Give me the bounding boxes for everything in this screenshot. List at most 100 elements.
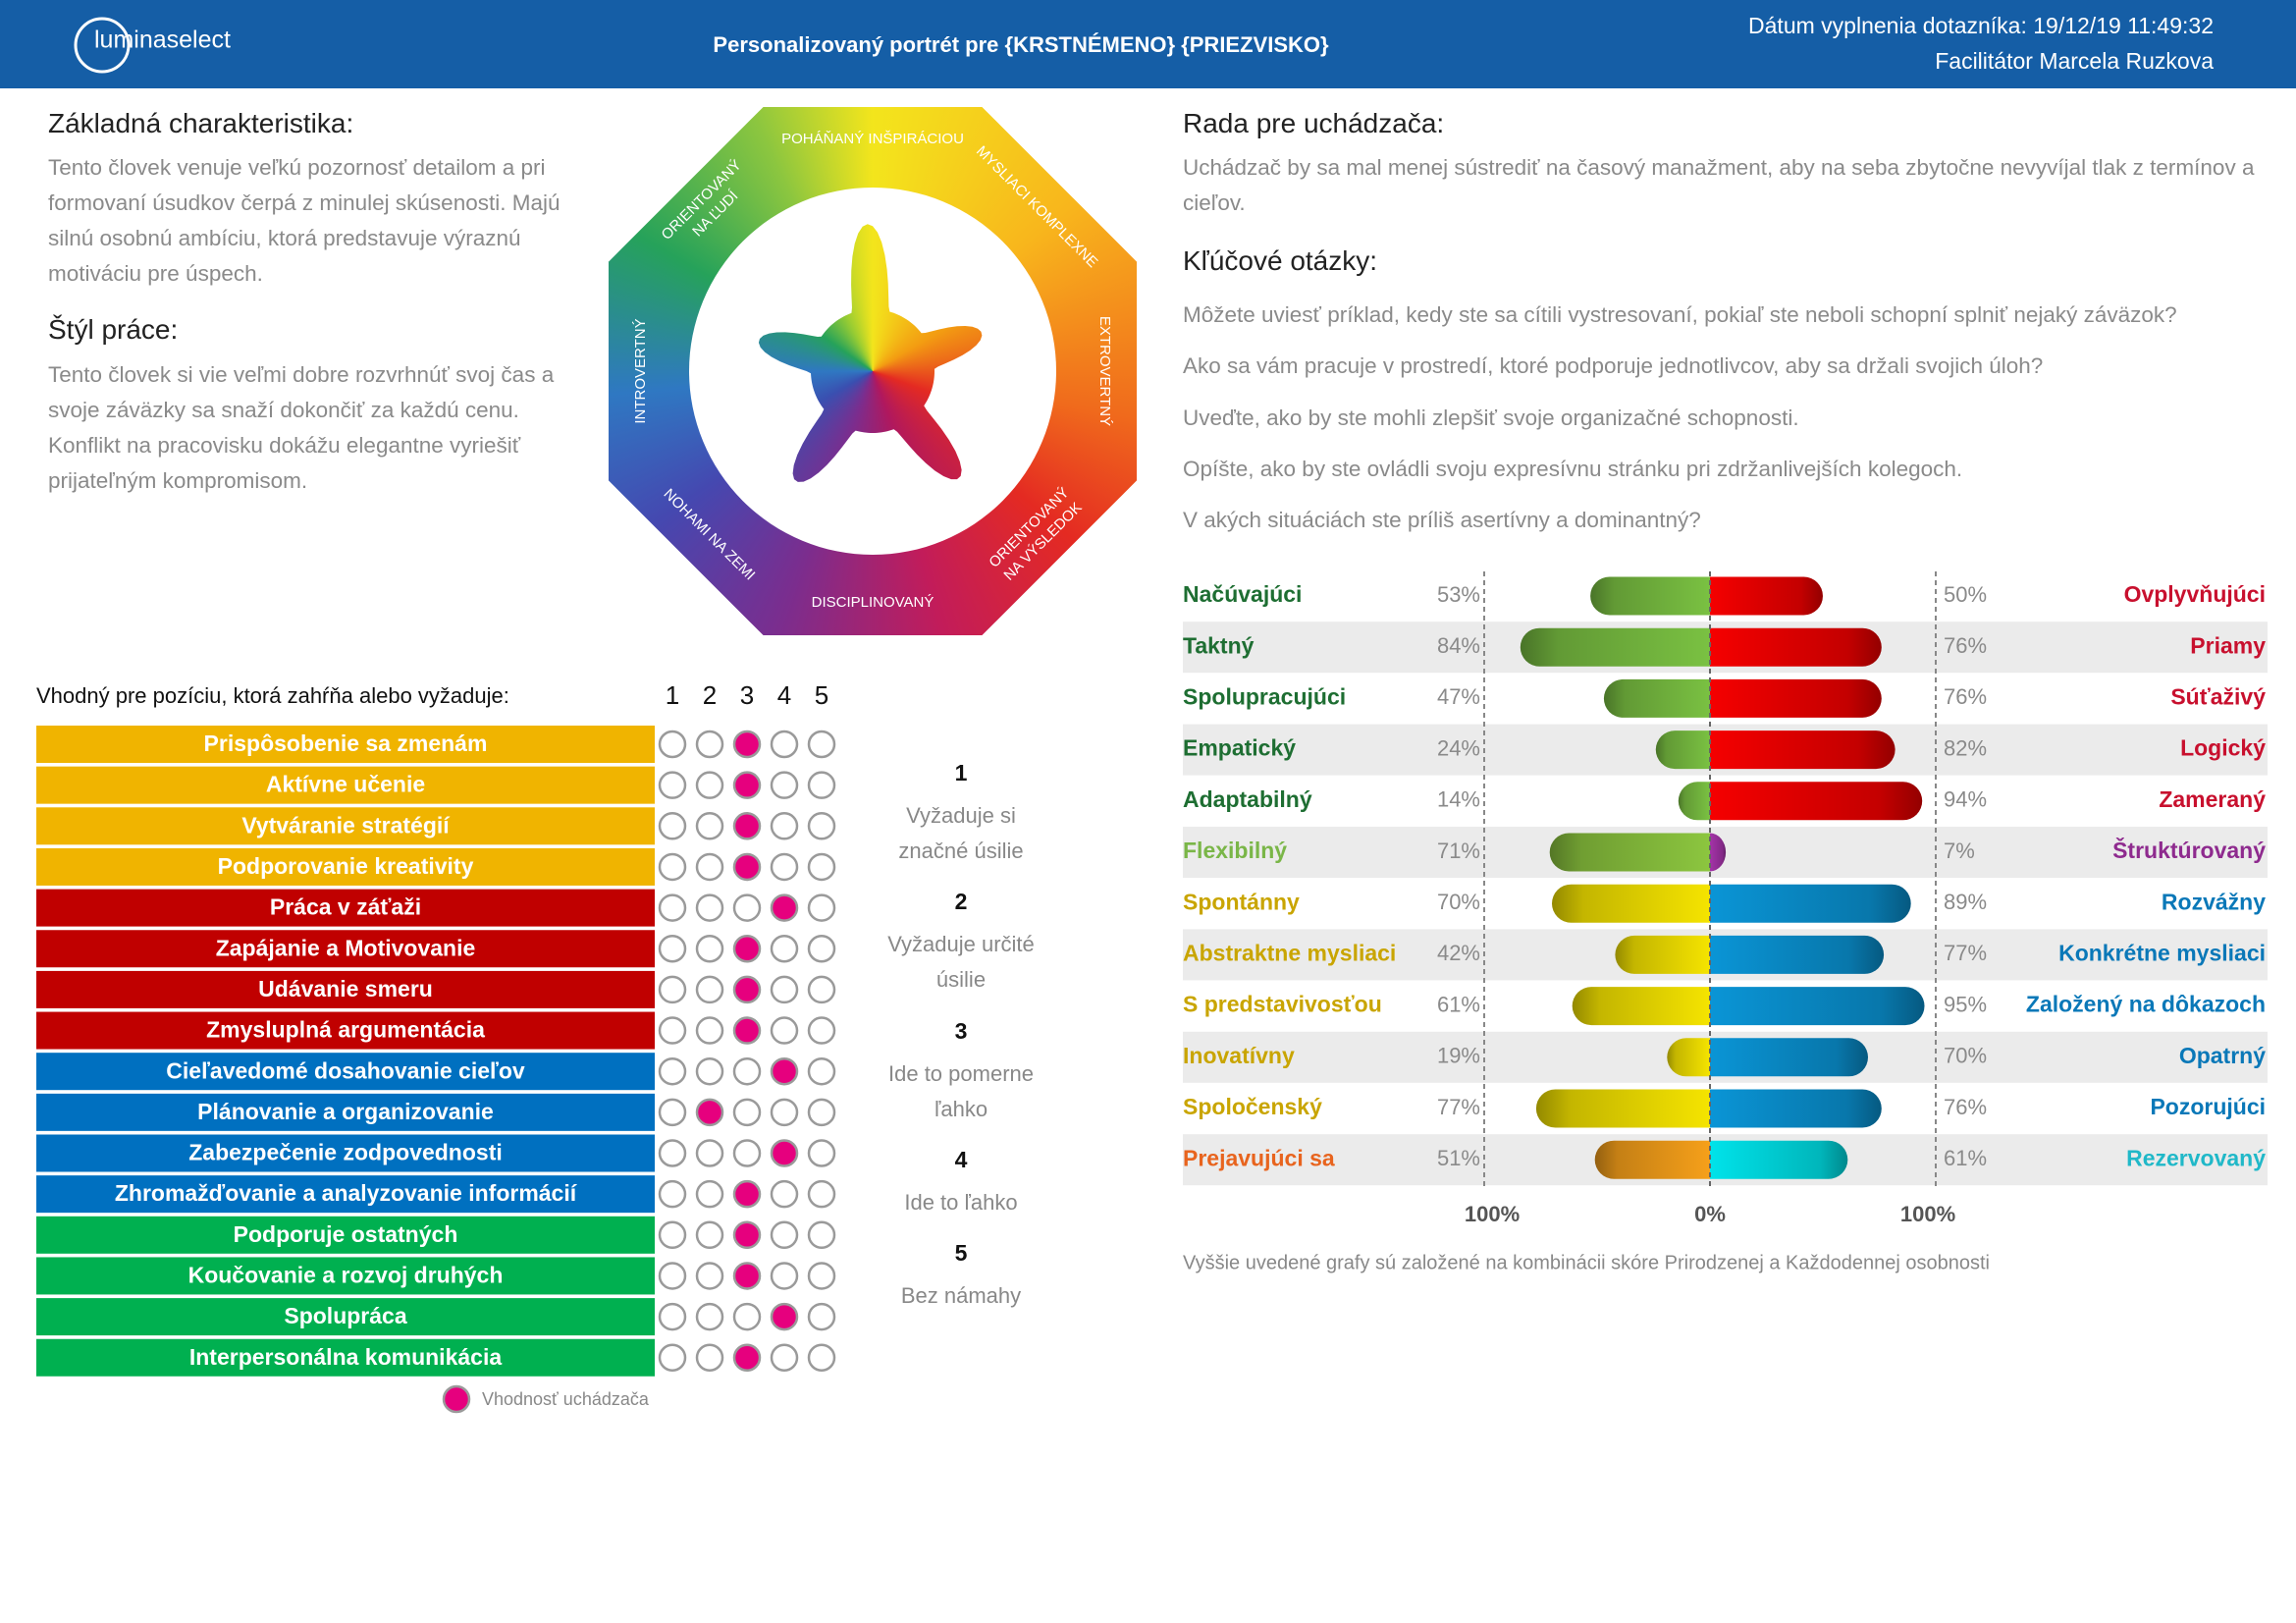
competency-bar (36, 1175, 655, 1214)
rating-slot (732, 1139, 762, 1167)
rating-slot (807, 812, 836, 840)
rating-slot (807, 1302, 836, 1331)
trait-bar (1710, 627, 1882, 667)
trait-bar (1572, 987, 1710, 1026)
competency-bar (36, 1053, 655, 1091)
trait-right-value: 94% (1944, 787, 1987, 812)
rating-slot (695, 1139, 724, 1167)
rating-slot (732, 893, 762, 922)
competency-label: Prispôsobenie sa zmenám (204, 730, 488, 756)
rating-slot (695, 730, 724, 759)
x-tick-label: 100% (1465, 1202, 1520, 1226)
competency-bar (36, 930, 655, 968)
rating-slot (658, 812, 687, 840)
rating-slot (807, 1016, 836, 1045)
competency-bar (36, 1011, 655, 1050)
rating-slot (807, 1139, 836, 1167)
question: Ako sa vám pracuje v prostredí, ktoré po… (1183, 353, 2044, 379)
heading: Kľúčové otázky: (1183, 245, 1378, 276)
rating-slot (807, 771, 836, 799)
rating-dot (732, 1016, 762, 1045)
rating-slot (732, 1098, 762, 1127)
trait-bar (1710, 730, 1896, 770)
trait-left-value: 42% (1437, 941, 1480, 965)
header-bar (0, 0, 2296, 88)
wheel (598, 96, 1148, 646)
competency-bar (36, 1298, 655, 1336)
rating-dot (732, 730, 762, 759)
key-level: 1 (955, 760, 968, 785)
trait-bar (1710, 1089, 1882, 1128)
trait-bar (1667, 1038, 1710, 1077)
scale-label: 4 (777, 680, 791, 710)
trait-right: Štruktúrovaný (2112, 837, 2266, 863)
trait-left-value: 24% (1437, 735, 1480, 760)
rating-slot (770, 1098, 799, 1127)
competency-heading: Vhodný pre pozíciu, ktorá zahŕňa alebo v… (36, 683, 509, 708)
trait-right: Priamy (2190, 632, 2266, 658)
rating-slot (807, 935, 836, 963)
competency-bar (36, 1093, 655, 1131)
rating-slot (770, 1343, 799, 1372)
competency-label: Zmysluplná argumentácia (206, 1017, 485, 1043)
trait-left: Spolupracujúci (1183, 683, 1346, 709)
competency-bar (36, 1257, 655, 1295)
rating-slot (695, 935, 724, 963)
rating-slot (732, 1302, 762, 1331)
trait-bar (1520, 627, 1710, 667)
trait-left-value: 19% (1437, 1044, 1480, 1068)
trait-right: Rezervovaný (2126, 1145, 2266, 1170)
rating-slot (695, 1179, 724, 1209)
key-text: značné úsilie (898, 839, 1023, 863)
key-text: úsilie (936, 967, 986, 992)
rating-dot (732, 1343, 762, 1372)
key-text: Vyžaduje si (906, 803, 1016, 828)
date: Dátum vyplnenia dotazníka: 19/12/19 11:4… (1748, 13, 2214, 38)
rating-slot (695, 1343, 724, 1372)
trait-right-value: 76% (1944, 1095, 1987, 1119)
competency-bar (36, 726, 655, 763)
trait-left: Inovatívny (1183, 1043, 1295, 1068)
trait-right: Rozvážny (2162, 889, 2266, 914)
rating-slot (807, 1098, 836, 1127)
competency-label: Udávanie smeru (258, 976, 433, 1001)
rating-slot (658, 935, 687, 963)
logo: luminaselect (94, 27, 231, 54)
trait-bar (1535, 1089, 1710, 1128)
trait-left: Taktný (1183, 632, 1255, 658)
rating-slot (770, 1220, 799, 1250)
competency-bar (36, 1134, 655, 1172)
scale-label: 2 (703, 680, 717, 710)
rating-slot (695, 852, 724, 882)
competency-label: Práca v záťaži (270, 894, 421, 920)
trait-bar (1590, 576, 1710, 616)
key-text: Ide to ľahko (904, 1190, 1017, 1215)
competency-label: Vytváranie stratégií (241, 812, 451, 838)
competency-label: Zapájanie a Motivovanie (216, 935, 476, 960)
trait-right-value: 50% (1944, 582, 1987, 607)
trait-right: Zameraný (2159, 786, 2266, 812)
paragraph: Uchádzač by sa mal menej sústrediť na ča… (1183, 155, 2255, 215)
trait-bar (1710, 678, 1882, 718)
trait-right-value: 76% (1944, 684, 1987, 709)
rating-slot (807, 1262, 836, 1290)
rating-slot (658, 730, 687, 759)
scale-label: 3 (740, 680, 754, 710)
trait-bar (1710, 1140, 1848, 1179)
x-tick-label: 100% (1900, 1202, 1955, 1226)
rating-slot (658, 1302, 687, 1331)
rating-slot (695, 1016, 724, 1045)
trait-left-value: 61% (1437, 992, 1480, 1016)
rating-slot (770, 1179, 799, 1209)
trait-left: S predstavivosťou (1183, 992, 1382, 1017)
trait-right-value: 61% (1944, 1146, 1987, 1170)
rating-slot (658, 975, 687, 1004)
competency-label: Zhromažďovanie a analyzovanie informácií (115, 1180, 578, 1206)
rating-slot (658, 771, 687, 799)
trait-right-value: 7% (1944, 839, 1975, 863)
trait-left-value: 77% (1437, 1095, 1480, 1119)
rating-dot (732, 771, 762, 799)
trait-left-value: 84% (1437, 633, 1480, 658)
rating-slot (807, 1179, 836, 1209)
